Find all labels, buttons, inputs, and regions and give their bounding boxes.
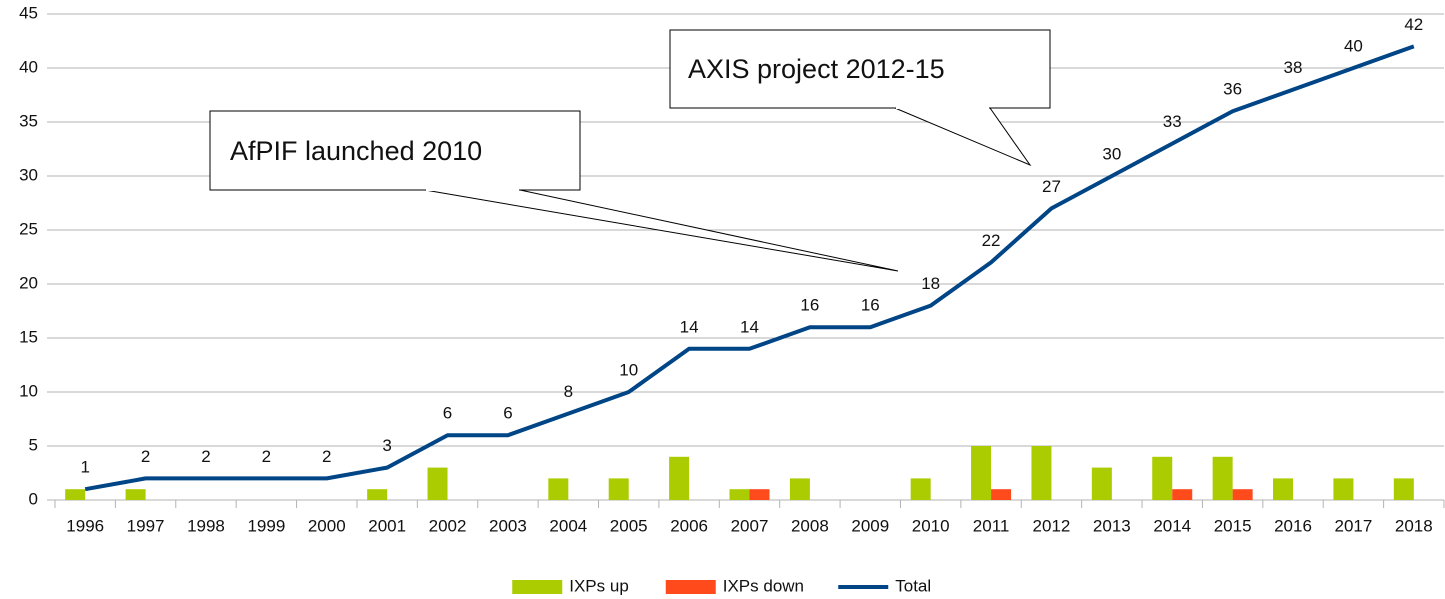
x-tick-label: 2017 — [1334, 516, 1372, 535]
data-label: 2 — [141, 447, 150, 466]
legend-swatch — [512, 580, 563, 594]
legend: IXPs up IXPs down Total — [512, 576, 931, 595]
bar — [729, 489, 750, 500]
y-tick-label: 5 — [29, 435, 38, 454]
annotation-axis: AXIS project 2012-15 — [669, 29, 1051, 167]
bar — [1091, 467, 1112, 500]
x-tick-label: 2007 — [731, 516, 769, 535]
x-tick-label: 2013 — [1093, 516, 1131, 535]
data-label: 27 — [1042, 177, 1061, 196]
data-label: 30 — [1102, 144, 1121, 163]
x-tick-label: 1999 — [247, 516, 285, 535]
bar — [125, 489, 146, 500]
y-tick-label: 40 — [19, 57, 38, 76]
x-tick-label: 2006 — [670, 516, 708, 535]
line — [84, 44, 1415, 492]
bar — [910, 478, 931, 500]
data-label: 6 — [503, 404, 512, 423]
x-tick-label: 1996 — [66, 516, 104, 535]
x-tick-label: 2002 — [429, 516, 467, 535]
bar — [749, 489, 770, 500]
x-tick-label: 2010 — [912, 516, 950, 535]
data-label: 8 — [564, 382, 573, 401]
bar — [1172, 489, 1193, 500]
annotation-afpif: AfPIF launched 2010 — [209, 110, 899, 272]
data-label: 2 — [322, 447, 331, 466]
callout-box — [669, 29, 1051, 109]
y-tick-label: 35 — [19, 111, 38, 130]
bar — [1333, 478, 1354, 500]
legend-label: IXPs up — [569, 576, 629, 595]
data-label: 6 — [443, 404, 452, 423]
data-label: 18 — [921, 274, 940, 293]
x-tick-label: 2008 — [791, 516, 829, 535]
y-tick-label: 10 — [19, 381, 38, 400]
y-tick-label: 0 — [29, 489, 38, 508]
data-label: 38 — [1284, 58, 1303, 77]
data-label: 14 — [740, 317, 759, 336]
x-tick-label: 2011 — [973, 516, 1010, 535]
data-label: 16 — [861, 296, 880, 315]
x-tick-label: 2003 — [489, 516, 527, 535]
bar — [1273, 478, 1294, 500]
x-tick-label: 2001 — [368, 516, 406, 535]
x-tick-label: 2009 — [851, 516, 889, 535]
bar — [971, 446, 992, 500]
x-tick-label: 2016 — [1274, 516, 1312, 535]
y-tick-label: 30 — [19, 165, 38, 184]
x-tick-label: 2018 — [1395, 516, 1433, 535]
data-label: 33 — [1163, 112, 1182, 131]
data-label: 3 — [382, 436, 391, 455]
x-tick-label: 2015 — [1214, 516, 1252, 535]
bar — [789, 478, 810, 500]
y-tick-label: 20 — [19, 273, 38, 292]
bar — [1152, 456, 1173, 500]
bar — [427, 467, 448, 500]
bar — [548, 478, 569, 500]
data-label: 1 — [80, 458, 89, 477]
bar — [669, 456, 690, 500]
data-label: 40 — [1344, 36, 1363, 55]
data-label: 16 — [800, 296, 819, 315]
x-tick-label: 1997 — [127, 516, 165, 535]
data-label: 36 — [1223, 80, 1242, 99]
y-tick-label: 15 — [19, 327, 38, 346]
annotation: AfPIF launched 2010 — [230, 136, 482, 166]
x-tick-label: 2012 — [1033, 516, 1071, 535]
legend-label: Total — [895, 576, 931, 595]
x-tick-label: 2014 — [1153, 516, 1191, 535]
y-tick-label: 25 — [19, 219, 38, 238]
data-label: 2 — [201, 447, 210, 466]
callout-box — [209, 110, 581, 191]
x-tick-label: 2004 — [549, 516, 587, 535]
legend-label: IXPs down — [723, 576, 804, 595]
data-label: 42 — [1404, 15, 1423, 34]
callout-pointer — [894, 107, 1032, 167]
bar — [1031, 446, 1052, 500]
y-tick-label: 45 — [19, 3, 38, 22]
x-tick-label: 2000 — [308, 516, 346, 535]
bar — [608, 478, 629, 500]
bar — [367, 489, 388, 500]
bar — [991, 489, 1012, 500]
annotation: AXIS project 2012-15 — [688, 54, 945, 84]
bar — [65, 489, 86, 500]
bar — [1212, 456, 1233, 500]
legend-swatch — [665, 580, 716, 594]
data-label: 14 — [680, 317, 699, 336]
data-label: 10 — [619, 360, 638, 379]
bar — [1393, 478, 1414, 500]
x-tick-label: 1998 — [187, 516, 225, 535]
x-tick-label: 2005 — [610, 516, 648, 535]
data-label: 2 — [262, 447, 271, 466]
data-label: 22 — [982, 231, 1001, 250]
bar — [1232, 489, 1253, 500]
